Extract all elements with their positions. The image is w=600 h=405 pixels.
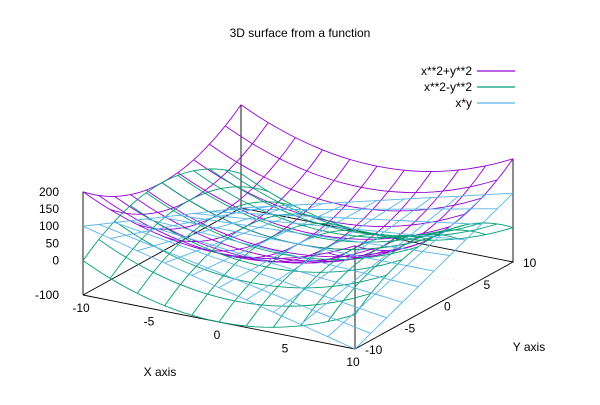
legend-label: x*y [455, 96, 472, 110]
surface-mesh-line [98, 239, 371, 307]
surface-x*y [82, 192, 514, 350]
surface-mesh-line [193, 213, 466, 241]
surface-mesh-line [130, 220, 403, 303]
y-tick-label: 5 [484, 278, 491, 292]
surface-mesh-line [209, 211, 482, 225]
surface-mesh-line [177, 214, 450, 256]
x-axis-label: X axis [144, 365, 177, 379]
surface-mesh-line [209, 168, 482, 237]
x-tick-label: -5 [144, 315, 155, 329]
surface-mesh-line [82, 225, 356, 350]
surface-mesh-line [240, 104, 514, 172]
surfaces [82, 104, 514, 350]
z-tick-label: 200 [39, 185, 59, 199]
z-tick-label: 50 [46, 236, 60, 250]
x-tick-label: 0 [214, 328, 221, 342]
x-tick-label: 10 [346, 355, 360, 369]
x-tick-label: 5 [282, 342, 289, 356]
surface-mesh-line [209, 143, 482, 212]
surface-mesh-line [98, 223, 371, 334]
surface-mesh-line [146, 218, 419, 288]
x-tick-label: -10 [72, 301, 90, 315]
legend-label: x**2-y**2 [424, 80, 472, 94]
surface-mesh-line [145, 192, 419, 260]
surface-mesh-line [193, 159, 466, 227]
surface-mesh-line [225, 208, 498, 211]
y-tick-label: -5 [405, 321, 416, 335]
surface-mesh-line [177, 172, 450, 240]
surface-mesh-line [82, 260, 356, 328]
y-tick-label: 10 [523, 256, 537, 270]
surface-mesh-line [114, 220, 387, 289]
y-axis-label: Y axis [513, 340, 545, 354]
surface-mesh-line [224, 125, 498, 194]
z-tick-label: 100 [39, 219, 59, 233]
z-tick-label: 0 [52, 254, 59, 268]
chart-title: 3D surface from a function [230, 26, 371, 40]
surface-mesh-line [114, 222, 387, 319]
surface-mesh-line [161, 216, 435, 272]
surface-mesh-line [130, 205, 403, 273]
y-tick-label: -10 [365, 343, 383, 357]
legend-label: x**2+y**2 [421, 64, 472, 78]
z-tick-label: -100 [35, 288, 59, 302]
tick-labels: -100 0 50 100 150 200 -10 -5 0 5 10 -10 -5 0 5 10 [35, 185, 537, 369]
surface-mesh-line [240, 192, 514, 209]
y-tick-label: 0 [444, 300, 451, 314]
surface-mesh-line [145, 189, 419, 258]
axes [82, 104, 515, 350]
z-tick-label: 150 [39, 202, 59, 216]
legend: x**2+y**2 x**2-y**2 x*y [421, 64, 515, 110]
